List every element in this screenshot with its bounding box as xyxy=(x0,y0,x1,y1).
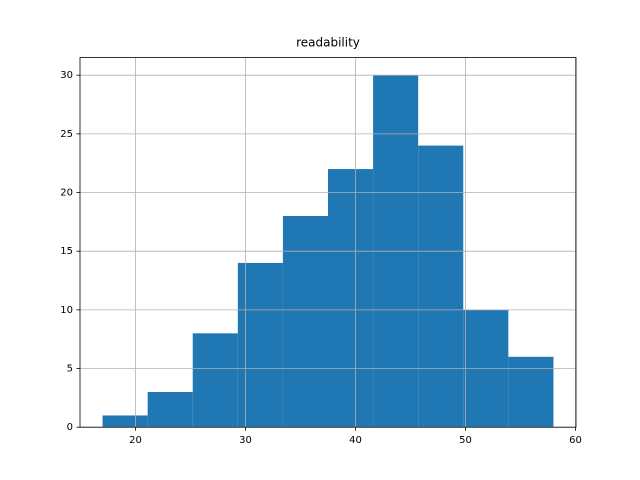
y-tick-label: 10 xyxy=(60,305,73,316)
bar xyxy=(328,169,374,428)
x-tick-label: 50 xyxy=(459,435,472,446)
bar xyxy=(237,262,283,428)
bar xyxy=(147,392,193,428)
axes-frame xyxy=(79,57,577,428)
x-tick-label: 30 xyxy=(239,435,252,446)
x-tick-label: 20 xyxy=(129,435,142,446)
bar xyxy=(102,415,148,428)
y-tick-label: 0 xyxy=(67,422,73,433)
x-tick-label: 40 xyxy=(349,435,362,446)
y-tick-label: 20 xyxy=(60,188,73,199)
bar xyxy=(418,145,464,428)
y-tick-label: 5 xyxy=(67,364,73,375)
bar xyxy=(508,356,554,428)
bar xyxy=(282,216,328,428)
chart-title: readability xyxy=(296,36,360,50)
x-tick-label: 60 xyxy=(569,435,582,446)
y-tick-label: 30 xyxy=(60,70,73,81)
bar xyxy=(192,333,238,428)
y-tick-label: 15 xyxy=(60,246,73,257)
y-tick-label: 25 xyxy=(60,129,73,140)
